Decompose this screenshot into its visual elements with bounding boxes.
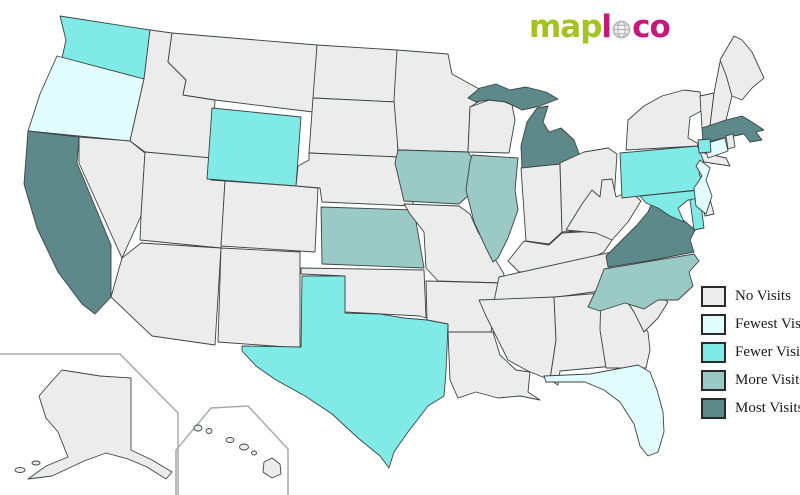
hawaii-island-oahu — [205, 428, 213, 434]
map-legend: No Visits Fewest Visits Fewer Visits Mor… — [701, 286, 800, 426]
state-kansas — [320, 206, 425, 269]
state-wyoming — [206, 107, 302, 187]
logo-text-co: co — [632, 9, 671, 45]
state-north-dakota — [312, 44, 398, 103]
legend-swatch-more-visits — [701, 370, 726, 391]
state-california — [23, 130, 112, 315]
state-kentucky — [507, 230, 613, 273]
legend-item-more-visits: More Visits — [701, 370, 800, 391]
state-michigan-upper — [467, 83, 559, 111]
state-illinois — [465, 154, 519, 263]
legend-label: Most Visits — [735, 400, 800, 416]
state-alaska — [27, 369, 173, 480]
legend-item-fewer-visits: Fewer Visits — [701, 342, 800, 363]
state-west-virginia — [565, 178, 642, 241]
state-connecticut-marker — [697, 138, 712, 154]
hawaii-island-big-island — [262, 457, 282, 479]
globe-icon — [612, 12, 631, 46]
hawaii-island-molokai — [225, 437, 235, 443]
legend-label: No Visits — [735, 288, 791, 304]
alaska-hawaii-insets — [0, 353, 289, 495]
state-iowa — [394, 149, 478, 205]
contiguous-states — [23, 15, 765, 469]
state-arizona — [110, 242, 222, 346]
hawaii-island-kauai — [193, 424, 203, 432]
state-wisconsin — [467, 97, 516, 154]
logo-text-map: map — [529, 9, 602, 45]
hawaii-island-lanai — [251, 450, 257, 456]
state-louisiana — [447, 331, 541, 401]
state-new-jersey — [693, 159, 713, 215]
state-indiana — [520, 163, 563, 245]
legend-item-no-visits: No Visits — [701, 286, 800, 307]
hawaii-island-maui — [239, 443, 249, 451]
state-maine — [719, 35, 765, 101]
state-new-mexico — [217, 247, 301, 349]
legend-label: Fewest Visits — [735, 316, 800, 332]
state-florida — [543, 364, 665, 457]
legend-item-fewest-visits: Fewest Visits — [701, 314, 800, 335]
maploco-logo: mapl co — [529, 9, 671, 46]
state-rhode-island — [725, 133, 736, 150]
state-north-carolina — [587, 253, 700, 312]
state-texas — [241, 275, 449, 469]
legend-swatch-most-visits — [701, 398, 726, 419]
logo-text-l: l — [601, 9, 612, 45]
legend-swatch-fewer-visits — [701, 342, 726, 363]
hawaii-inset-border — [175, 405, 289, 495]
alaska-aleutian-island — [14, 467, 26, 473]
state-new-york — [625, 89, 704, 151]
state-colorado — [220, 180, 319, 253]
legend-label: More Visits — [735, 372, 800, 388]
legend-label: Fewer Visits — [735, 344, 800, 360]
legend-swatch-no-visits — [701, 286, 726, 307]
alaska-inset-border — [0, 353, 179, 495]
legend-swatch-fewest-visits — [701, 314, 726, 335]
state-south-dakota — [308, 97, 399, 158]
legend-item-most-visits: Most Visits — [701, 398, 800, 419]
alaska-aleutian-island — [31, 460, 41, 466]
